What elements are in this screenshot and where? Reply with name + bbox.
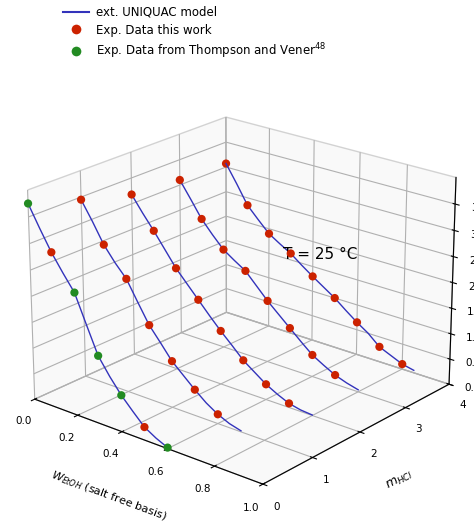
Legend: ext. UNIQUAC model, Exp. Data this work, Exp. Data from Thompson and Vener$^{48}: ext. UNIQUAC model, Exp. Data this work,… xyxy=(63,6,326,61)
X-axis label: $W_{EtOH}$ (salt free basis): $W_{EtOH}$ (salt free basis) xyxy=(48,468,168,523)
Text: T = 25 °C: T = 25 °C xyxy=(283,247,358,261)
Y-axis label: $m_{HCl}$: $m_{HCl}$ xyxy=(384,468,416,494)
